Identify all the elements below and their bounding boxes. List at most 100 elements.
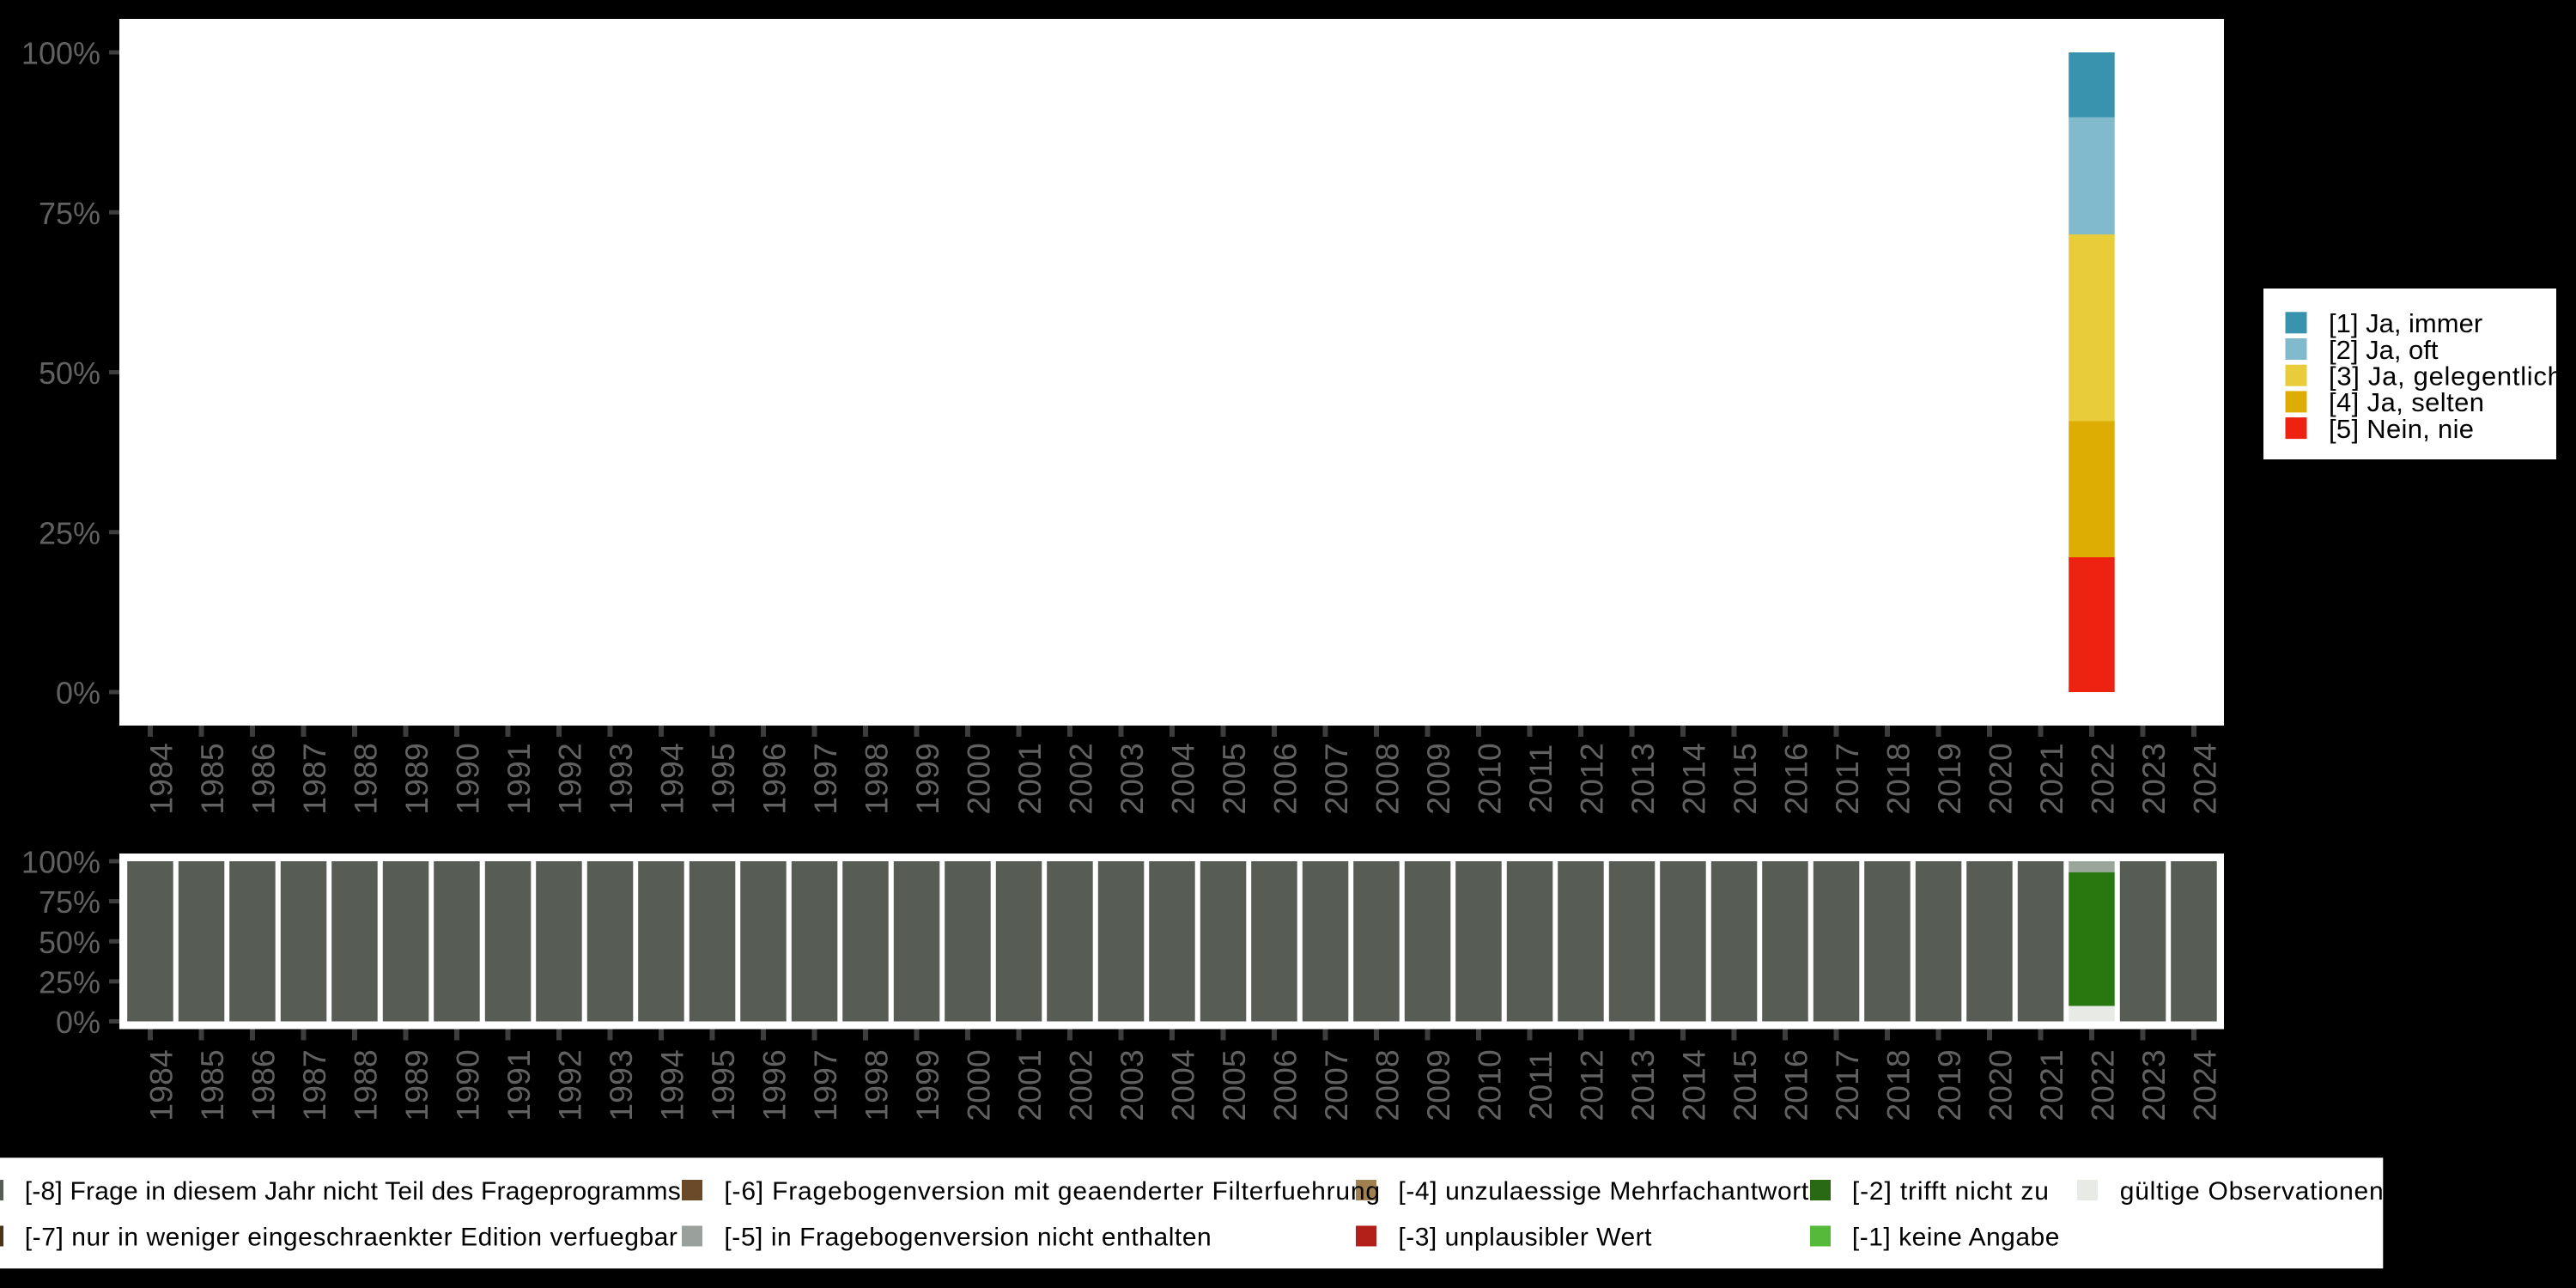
svg-text:2022: 2022 [2085,1049,2121,1121]
svg-text:1987: 1987 [296,743,332,814]
svg-text:2012: 2012 [1574,1049,1610,1121]
svg-text:1992: 1992 [552,743,588,814]
svg-text:1986: 1986 [246,1049,282,1121]
svg-text:[4] Ja, selten: [4] Ja, selten [2329,387,2484,417]
svg-text:2016: 2016 [1778,743,1814,814]
svg-text:2021: 2021 [2033,1049,2069,1121]
svg-text:2005: 2005 [1216,1049,1252,1121]
svg-text:2002: 2002 [1063,1049,1099,1121]
svg-text:2018: 2018 [1880,1049,1917,1121]
svg-text:2006: 2006 [1267,743,1303,814]
svg-text:2024: 2024 [2187,743,2223,814]
svg-text:1999: 1999 [909,743,945,814]
svg-text:2004: 2004 [1165,743,1201,814]
svg-text:[-5] in Fragebogenversion nich: [-5] in Fragebogenversion nicht enthalte… [724,1224,1212,1252]
svg-text:2021: 2021 [2033,743,2069,814]
svg-text:2020: 2020 [1983,1049,2019,1121]
svg-text:1992: 1992 [552,1049,588,1121]
svg-text:1998: 1998 [859,743,895,814]
svg-text:2014: 2014 [1676,1049,1712,1121]
svg-text:2006: 2006 [1267,1049,1303,1121]
svg-text:1985: 1985 [194,1049,230,1121]
svg-text:1995: 1995 [705,1049,741,1121]
svg-text:1991: 1991 [501,1049,537,1121]
svg-text:100%: 100% [21,36,100,71]
svg-text:2000: 2000 [961,1049,997,1121]
svg-text:1987: 1987 [296,1049,332,1121]
svg-text:1990: 1990 [450,1049,486,1121]
svg-text:2013: 2013 [1625,743,1661,814]
svg-text:[-1] keine Angabe: [-1] keine Angabe [1852,1224,2060,1252]
svg-text:1994: 1994 [654,1049,690,1121]
svg-text:2017: 2017 [1829,743,1865,814]
svg-text:1988: 1988 [348,743,384,814]
svg-text:0%: 0% [56,676,100,711]
svg-text:1985: 1985 [194,743,230,814]
svg-text:1993: 1993 [603,743,639,814]
svg-text:75%: 75% [39,196,100,231]
svg-text:1989: 1989 [398,1049,434,1121]
svg-text:1994: 1994 [654,743,690,814]
svg-text:[1] Ja, immer: [1] Ja, immer [2329,308,2482,338]
svg-text:2015: 2015 [1727,743,1763,814]
svg-text:1989: 1989 [398,743,434,814]
svg-text:2010: 2010 [1472,1049,1508,1121]
svg-text:2004: 2004 [1165,1049,1201,1121]
svg-text:75%: 75% [39,884,100,920]
svg-text:25%: 25% [39,515,100,550]
svg-text:1984: 1984 [143,1049,179,1121]
svg-text:2020: 2020 [1983,743,2019,814]
svg-text:2003: 2003 [1114,743,1150,814]
svg-text:100%: 100% [21,845,100,880]
svg-text:2015: 2015 [1727,1049,1763,1121]
svg-text:1984: 1984 [143,743,179,814]
svg-text:1993: 1993 [603,1049,639,1121]
svg-text:[-3] unplausibler Wert: [-3] unplausibler Wert [1398,1224,1652,1252]
svg-text:1997: 1997 [807,1049,843,1121]
svg-text:[5] Nein, nie: [5] Nein, nie [2329,414,2474,444]
svg-text:1998: 1998 [859,1049,895,1121]
svg-text:2003: 2003 [1114,1049,1150,1121]
svg-text:2011: 2011 [1522,744,1558,814]
svg-text:[3] Ja, gelegentlich: [3] Ja, gelegentlich [2329,361,2563,392]
svg-text:1999: 1999 [909,1049,945,1121]
svg-text:2001: 2001 [1012,743,1048,814]
svg-text:0%: 0% [56,1005,100,1040]
svg-text:1996: 1996 [756,1049,793,1121]
svg-text:2016: 2016 [1778,1049,1814,1121]
svg-text:2018: 2018 [1880,743,1917,814]
svg-text:2014: 2014 [1676,743,1712,814]
svg-text:1991: 1991 [501,743,537,814]
svg-text:1986: 1986 [246,743,282,814]
svg-text:1995: 1995 [705,743,741,814]
svg-text:1990: 1990 [450,743,486,814]
svg-text:[-7] nur in weniger eingeschra: [-7] nur in weniger eingeschraenkter Edi… [25,1224,678,1252]
svg-text:1996: 1996 [756,743,793,814]
svg-text:[2] Ja, oft: [2] Ja, oft [2329,335,2439,365]
svg-text:2008: 2008 [1370,743,1406,814]
svg-text:25%: 25% [39,964,100,999]
svg-text:2009: 2009 [1420,1049,1456,1121]
svg-text:2023: 2023 [2136,1049,2172,1121]
svg-text:1997: 1997 [807,743,843,814]
svg-text:[-8] Frage in diesem Jahr nich: [-8] Frage in diesem Jahr nicht Teil des… [25,1177,681,1206]
svg-text:2022: 2022 [2085,743,2121,814]
svg-text:2010: 2010 [1472,743,1508,814]
svg-text:2017: 2017 [1829,1049,1865,1121]
svg-text:2011: 2011 [1522,1051,1558,1121]
svg-text:2000: 2000 [961,743,997,814]
svg-text:2013: 2013 [1625,1049,1661,1121]
svg-text:50%: 50% [39,355,100,391]
svg-text:50%: 50% [39,925,100,960]
svg-text:[-6] Fragebogenversion mit gea: [-6] Fragebogenversion mit geaenderter F… [724,1177,1380,1206]
svg-text:gültige Observationen: gültige Observationen [2120,1177,2385,1206]
svg-text:2024: 2024 [2187,1049,2223,1121]
svg-text:2019: 2019 [1931,743,1967,814]
svg-text:2002: 2002 [1063,743,1099,814]
svg-text:2008: 2008 [1370,1049,1406,1121]
svg-text:[-2] trifft nicht zu: [-2] trifft nicht zu [1852,1177,2050,1206]
svg-text:2005: 2005 [1216,743,1252,814]
svg-text:2007: 2007 [1318,743,1354,814]
svg-text:2023: 2023 [2136,743,2172,814]
svg-text:2019: 2019 [1931,1049,1967,1121]
